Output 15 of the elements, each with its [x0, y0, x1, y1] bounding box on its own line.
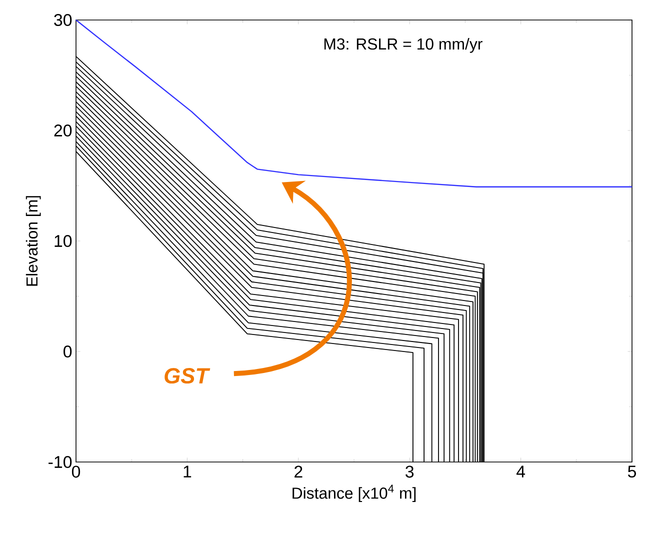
y-tick-label: 20 — [54, 124, 72, 136]
y-tick-label: 0 — [64, 345, 72, 358]
x-axis-title: Distance [x10$^{4}$ m] — [292, 484, 416, 502]
x-tick-label: 3 — [406, 466, 414, 478]
x-tick-label: 1 — [184, 466, 192, 478]
x-tick-label: 2 — [294, 466, 302, 478]
x-tick-label: 0 — [72, 466, 80, 478]
y-tick-label: 30 — [54, 14, 72, 26]
y-axis-title: Elevation [m] — [26, 196, 41, 286]
y-tick-label: 10 — [54, 234, 72, 247]
annotation: M3: RSLR = 10 mm/yr — [324, 38, 482, 53]
x-tick-label: 4 — [516, 466, 526, 478]
annotation: GST — [164, 368, 210, 384]
x-tick-label: 5 — [628, 466, 636, 478]
y-tick-label: -10 — [48, 456, 72, 468]
